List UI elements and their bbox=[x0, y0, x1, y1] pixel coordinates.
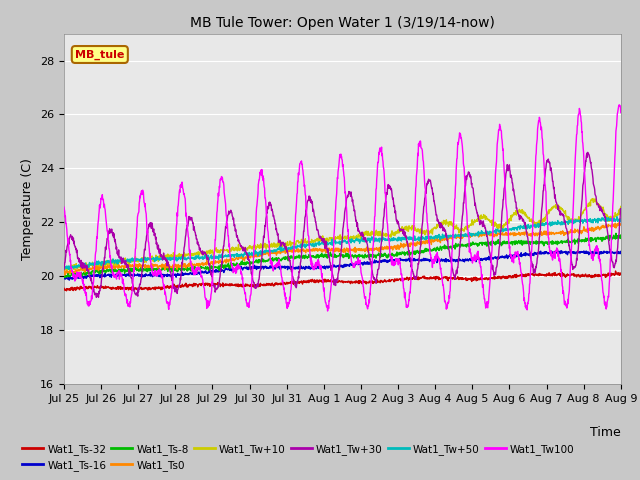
Legend: Wat1_Ts-32, Wat1_Ts-16, Wat1_Ts-8, Wat1_Ts0, Wat1_Tw+10, Wat1_Tw+30, Wat1_Tw+50,: Wat1_Ts-32, Wat1_Ts-16, Wat1_Ts-8, Wat1_… bbox=[18, 439, 579, 475]
Text: MB_tule: MB_tule bbox=[75, 49, 125, 60]
Y-axis label: Temperature (C): Temperature (C) bbox=[22, 158, 35, 260]
Title: MB Tule Tower: Open Water 1 (3/19/14-now): MB Tule Tower: Open Water 1 (3/19/14-now… bbox=[190, 16, 495, 30]
Text: Time: Time bbox=[590, 426, 621, 439]
